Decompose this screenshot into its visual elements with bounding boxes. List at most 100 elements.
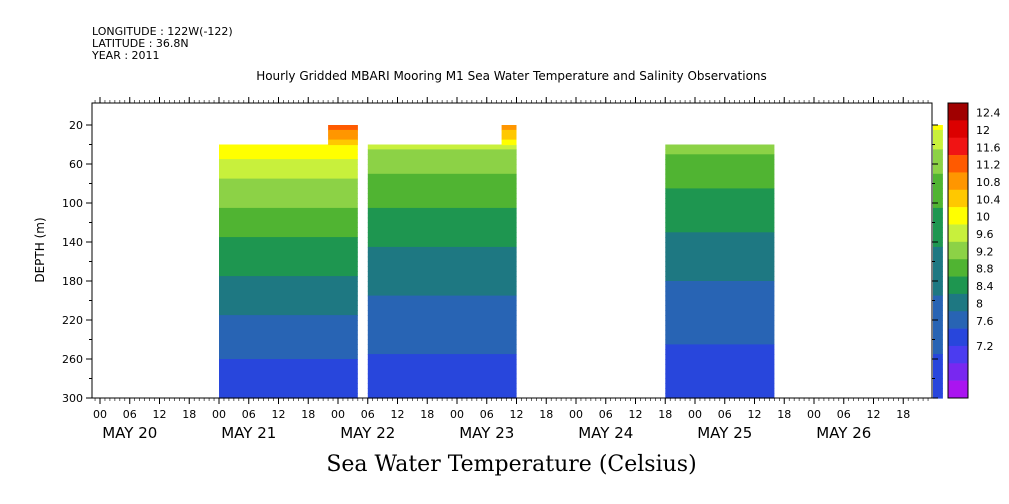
data-cell [933,159,943,165]
data-cell [367,383,517,389]
data-cell [933,349,943,355]
colorbar-swatch [948,311,968,329]
x-tick-label: 00 [331,408,345,421]
x-tick-label: 06 [242,408,256,421]
data-cell [219,164,358,170]
data-cell [367,300,517,306]
data-cell [665,168,775,175]
data-cell [933,256,943,263]
colorbar-swatch [948,276,968,295]
axes: 20 60 100 140 180 220 260 300 00 06 12 18 00 06 12 18 00… [62,97,938,442]
x-tick-label: 06 [361,408,375,421]
data-cell [367,246,517,253]
data-cell [219,188,358,194]
data-cell [933,139,943,146]
colorbar-swatch [948,207,968,225]
data-cell [933,276,943,282]
data-cell [933,295,943,302]
colorbar-swatch [948,345,968,364]
data-cell [367,310,517,316]
x-axis-title: Sea Water Temperature (Celsius) [326,452,697,477]
data-cell [367,232,517,238]
data-cell [665,237,775,243]
data-cell [665,310,775,316]
x-tick-label: 06 [480,408,494,421]
data-cell [933,149,943,155]
data-cell [367,305,517,311]
x-day-label: MAY 21 [221,424,276,442]
data-cell [665,305,775,311]
data-cell [933,373,943,380]
colorbar-swatch [948,259,968,277]
data-cell [933,285,943,292]
data-cell [665,183,775,189]
data-cell [933,261,943,267]
data-block [367,144,517,399]
x-day-label: MAY 20 [102,424,157,442]
data-cell [665,344,775,350]
data-cell [665,320,775,326]
data-cell [665,178,775,185]
data-cell [665,207,775,214]
data-cell [219,256,358,263]
x-tick-label: 06 [123,408,137,421]
data-block [933,125,943,399]
y-tick-label: 180 [62,275,83,288]
data-cell [665,290,775,297]
data-cell [933,310,943,316]
data-cell [665,212,775,219]
data-cell [219,388,358,394]
data-cell [367,154,517,160]
x-tick-label: 12 [629,408,643,421]
x-day-label: MAY 22 [340,424,395,442]
chart-title: Hourly Gridded MBARI Mooring M1 Sea Wate… [256,69,767,83]
data-cell [933,290,943,297]
data-cell [367,207,517,214]
data-cell [328,134,358,141]
colorbar-label: 9.2 [976,245,994,258]
data-cell [501,139,517,146]
data-cell [665,354,775,360]
data-cell [665,246,775,253]
data-cell [367,271,517,277]
data-cell [933,359,943,365]
x-day-label: MAY 23 [459,424,514,442]
data-cell [665,232,775,238]
data-cell [219,344,358,350]
data-cell [219,227,358,233]
data-cell [367,285,517,292]
data-cell [219,251,358,258]
data-cell [367,388,517,394]
x-tick-label: 06 [837,408,851,421]
data-cell [219,281,358,287]
x-day-label: MAY 25 [697,424,752,442]
data-cell [219,393,358,399]
data-cell [367,149,517,155]
data-cell [933,232,943,238]
colorbar-label: 7.6 [976,315,994,328]
data-cell [665,300,775,306]
data-cell [665,149,775,155]
data-cell [367,281,517,287]
colorbar-label: 10.4 [976,193,1001,206]
data-cell [501,129,517,136]
data-cell [665,359,775,365]
data-cell [665,222,775,228]
data-cell [367,168,517,175]
data-cell [219,193,358,199]
data-cell [665,217,775,224]
data-cell [665,154,775,160]
data-cell [367,354,517,360]
data-cell [933,315,943,321]
y-tick-label: 60 [69,158,83,171]
data-cell [665,188,775,194]
x-tick-label: 06 [718,408,732,421]
data-cell [219,203,358,209]
y-tick-label: 220 [62,314,83,327]
data-cell [219,363,358,370]
colorbar-label: 7.2 [976,340,994,353]
data-cell [219,295,358,302]
x-tick-label: 00 [450,408,464,421]
data-cell [367,144,517,150]
data-cell [933,281,943,287]
